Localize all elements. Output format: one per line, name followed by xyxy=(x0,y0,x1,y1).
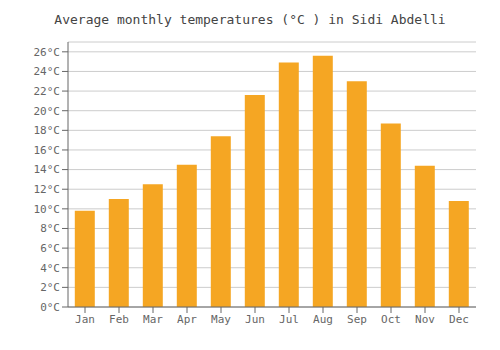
svg-text:24°C: 24°C xyxy=(34,65,61,78)
svg-text:Aug: Aug xyxy=(313,313,333,326)
svg-text:Jun: Jun xyxy=(245,313,265,326)
svg-text:14°C: 14°C xyxy=(34,163,61,176)
svg-text:10°C: 10°C xyxy=(34,203,61,216)
svg-text:18°C: 18°C xyxy=(34,124,61,137)
html-text:Average monthly temperatures (: Average monthly temperatures (°C ) in Si… xyxy=(54,12,446,27)
svg-text:Feb: Feb xyxy=(109,313,129,326)
svg-text:16°C: 16°C xyxy=(34,144,61,157)
svg-text:6°C: 6°C xyxy=(40,242,60,255)
svg-text:Jan: Jan xyxy=(75,313,95,326)
svg-text:Nov: Nov xyxy=(415,313,435,326)
svg-text:Jul: Jul xyxy=(279,313,299,326)
svg-text:8°C: 8°C xyxy=(40,222,60,235)
svg-text:Mar: Mar xyxy=(143,313,163,326)
svg-text:Apr: Apr xyxy=(177,313,197,326)
svg-text:2°C: 2°C xyxy=(40,281,60,294)
svg-text:May: May xyxy=(211,313,231,326)
svg-text:0°C: 0°C xyxy=(40,301,60,314)
svg-text:22°C: 22°C xyxy=(34,85,61,98)
svg-text:4°C: 4°C xyxy=(40,262,60,275)
svg-text:20°C: 20°C xyxy=(34,105,61,118)
svg-text:26°C: 26°C xyxy=(34,46,61,59)
svg-text:Dec: Dec xyxy=(449,313,469,326)
svg-text:Sep: Sep xyxy=(347,313,367,326)
svg-text:12°C: 12°C xyxy=(34,183,61,196)
svg-text:Oct: Oct xyxy=(381,313,401,326)
